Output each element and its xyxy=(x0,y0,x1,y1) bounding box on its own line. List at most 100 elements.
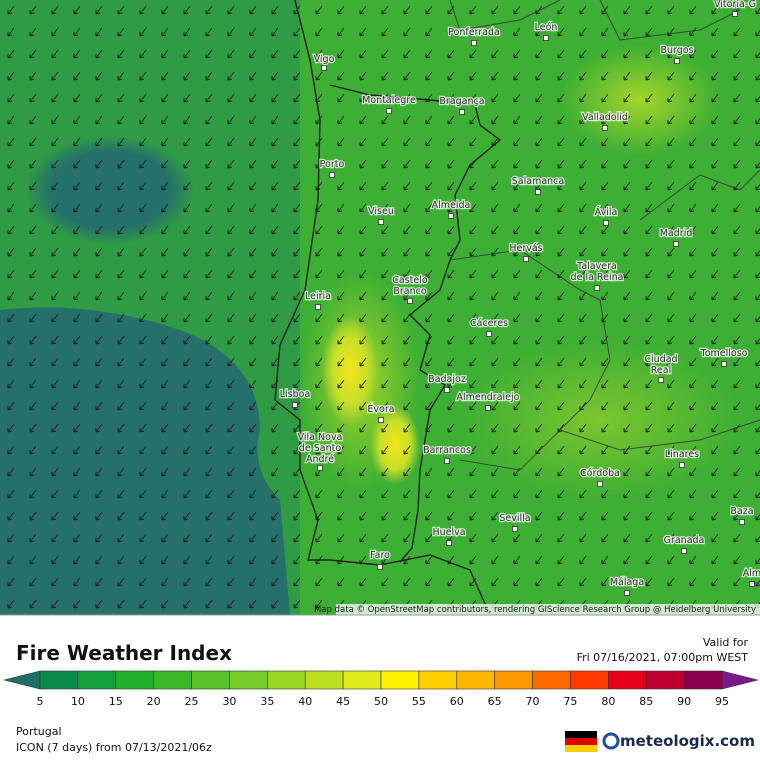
city-marker xyxy=(448,213,454,219)
city-label: Granada xyxy=(664,535,705,546)
city-label: Faro xyxy=(370,550,390,561)
colorbar-tick-label: 65 xyxy=(488,695,502,708)
colorbar-segment xyxy=(380,670,420,690)
city-label: Córdoba xyxy=(580,468,620,479)
city-marker xyxy=(386,108,392,114)
city-marker xyxy=(315,304,321,310)
city-label: Almendralejo xyxy=(457,392,520,403)
colorbar-segment xyxy=(570,670,609,690)
colorbar-segment xyxy=(229,670,268,690)
city-marker xyxy=(471,40,477,46)
city-marker xyxy=(594,285,600,291)
colorbar-segment xyxy=(608,670,647,690)
colorbar-tick-label: 55 xyxy=(412,695,426,708)
city-label: Madrid xyxy=(660,228,693,239)
city-label: André xyxy=(306,454,334,465)
colorbar-segment xyxy=(191,670,230,690)
city-label: Vila Nova xyxy=(298,432,343,443)
colorbar-tick-label: 40 xyxy=(298,695,312,708)
colorbar-tick-label: 10 xyxy=(71,695,85,708)
city-marker xyxy=(377,564,383,570)
city-marker xyxy=(721,361,727,367)
city-marker xyxy=(486,331,492,337)
city-marker xyxy=(444,458,450,464)
colorbar-segment xyxy=(77,670,117,690)
colorbar-tick-label: 5 xyxy=(37,695,44,708)
colorbar-segment xyxy=(153,670,192,690)
colorbar-segment xyxy=(115,670,154,690)
city-label: Linares xyxy=(665,449,699,460)
city-label: Castelo xyxy=(392,275,428,286)
colorbar-segment xyxy=(267,670,306,690)
colorbar-tick-label: 35 xyxy=(260,695,274,708)
city-marker xyxy=(535,189,541,195)
brand: meteologix.com xyxy=(620,732,755,750)
colorbar-tick-label: 25 xyxy=(185,695,199,708)
city-label: Alm xyxy=(743,568,760,579)
city-marker xyxy=(732,11,738,17)
city-marker xyxy=(603,220,609,226)
colorbar-segment xyxy=(683,670,723,690)
city-marker xyxy=(624,590,630,596)
city-marker xyxy=(378,219,384,225)
wind-arrows xyxy=(0,0,760,615)
city-label: Hervás xyxy=(509,243,542,254)
valid-time: Fri 07/16/2021, 07:00pm WEST xyxy=(577,651,749,664)
city-label: Badajoz xyxy=(428,374,466,385)
colorbar-segment xyxy=(418,670,458,690)
city-label: Lisboa xyxy=(280,389,311,400)
colorbar-high-end xyxy=(721,670,759,690)
city-label: Valladolid xyxy=(582,112,628,123)
city-label: Porto xyxy=(320,159,345,170)
colorbar-segment xyxy=(39,670,79,690)
city-label: Málaga xyxy=(610,577,644,588)
colorbar-tick-label: 60 xyxy=(450,695,464,708)
city-marker xyxy=(512,526,518,532)
city-marker xyxy=(292,402,298,408)
colorbar-tick-label: 30 xyxy=(222,695,236,708)
city-marker xyxy=(597,481,603,487)
city-marker xyxy=(317,465,323,471)
city-marker xyxy=(407,298,413,304)
german-flag xyxy=(565,731,597,752)
brand-logo xyxy=(602,732,620,750)
city-label: Barrancos xyxy=(423,445,471,456)
city-label: Évora xyxy=(367,403,394,415)
city-marker xyxy=(673,241,679,247)
city-label: Montalegre xyxy=(362,95,416,106)
colorbar-segment xyxy=(494,670,533,690)
city-label: Burgos xyxy=(660,45,693,56)
colorbar-segment xyxy=(304,670,344,690)
city-labels: Vigo Ponferrada León Burgos Vitoria-G Montale… xyxy=(278,0,760,596)
city-label: Vigo xyxy=(314,54,335,65)
attribution: Map data © OpenStreetMap contributors, r… xyxy=(314,605,756,615)
region: Portugal xyxy=(16,725,62,738)
city-label: Talavera xyxy=(576,261,617,272)
legend-title: Fire Weather Index xyxy=(16,641,232,665)
colorbar-tick-label: 95 xyxy=(715,695,729,708)
city-marker xyxy=(321,65,327,71)
city-label: de la Reina xyxy=(571,272,624,283)
city-label: Bragança xyxy=(439,96,484,107)
city-marker xyxy=(543,35,549,41)
colorbar-tick-label: 20 xyxy=(147,695,161,708)
city-label: Viseu xyxy=(368,206,394,217)
city-label: Ávila xyxy=(595,206,618,218)
colorbar-segment xyxy=(342,670,382,690)
map: Map data © OpenStreetMap contributors, r… xyxy=(0,0,760,616)
city-marker xyxy=(679,462,685,468)
colorbar-tick-label: 70 xyxy=(526,695,540,708)
city-label: Leiria xyxy=(305,291,331,302)
colorbar-tick-label: 45 xyxy=(336,695,350,708)
colorbar-segment xyxy=(532,670,571,690)
attribution-bg xyxy=(336,604,760,615)
city-marker xyxy=(739,519,745,525)
colorbar-segment xyxy=(645,670,685,690)
city-label: León xyxy=(535,22,558,33)
city-marker xyxy=(523,256,529,262)
city-label: de Santo xyxy=(299,443,341,454)
colorbar-low-end xyxy=(3,670,41,690)
city-label: Huelva xyxy=(432,527,465,538)
city-marker xyxy=(674,58,680,64)
